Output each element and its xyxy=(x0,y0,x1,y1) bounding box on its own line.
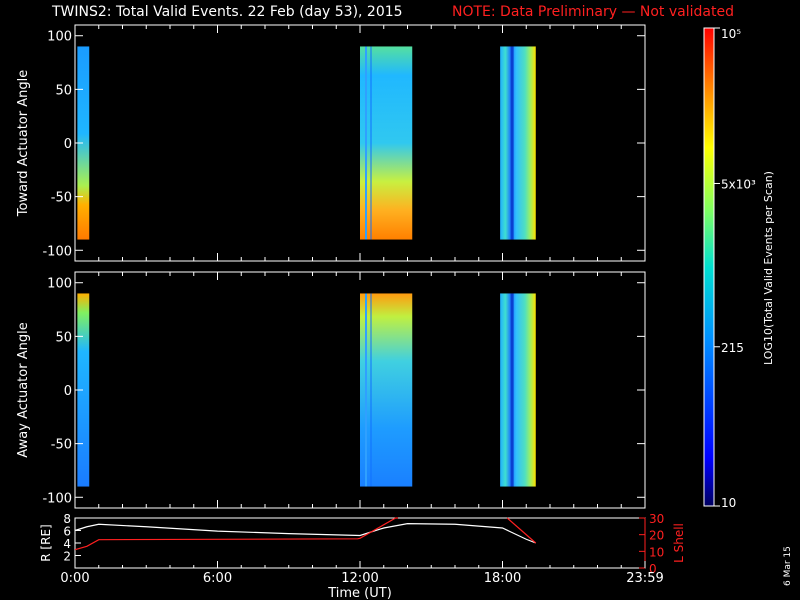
orbit-panel-frame xyxy=(74,517,646,569)
orbit-series-l xyxy=(74,517,398,551)
colorbar-tick-label: 10⁵ xyxy=(721,27,741,41)
x-tick-label: 12:00 xyxy=(341,571,378,586)
colorbar-ticks: 10 215 5x10³ 10⁵ xyxy=(714,27,756,510)
orbit-right-label: L Shell xyxy=(672,523,686,563)
right-tick-label: 20 xyxy=(649,529,664,543)
toward-ylabel: Toward Actuator Angle xyxy=(16,70,31,217)
left-tick-label: 6 xyxy=(63,525,71,539)
x-tick-label: 0:00 xyxy=(60,571,89,586)
orbit-x-axis: 0:00 6:00 12:00 18:00 23:59 xyxy=(60,561,664,586)
left-tick-label: 2 xyxy=(63,550,71,564)
right-tick-label: 0 xyxy=(649,562,657,576)
y-tick-label: 0 xyxy=(64,384,72,399)
colorbar: 10 215 5x10³ 10⁵ LOG10(Total Valid Events p… xyxy=(703,27,775,510)
toward-heatmap xyxy=(77,46,536,240)
y-tick-label: 100 xyxy=(47,30,72,45)
away-ylabel: Away Actuator Angle xyxy=(16,322,31,457)
away-heatmap xyxy=(77,293,536,487)
y-tick-label: -100 xyxy=(42,491,72,506)
preliminary-note: NOTE: Data Preliminary — Not validated xyxy=(452,4,734,20)
toward-y-axis: -100 -50 0 50 100 xyxy=(42,25,646,261)
left-tick-label: 4 xyxy=(63,537,71,551)
orbit-series-l2 xyxy=(506,517,537,544)
colorbar-gradient xyxy=(703,27,715,507)
scan-block-3 xyxy=(500,46,536,240)
right-tick-label: 10 xyxy=(649,545,664,559)
orbit-series-r xyxy=(74,523,536,544)
y-tick-label: 0 xyxy=(64,137,72,152)
orbit-left-label: R [RE] xyxy=(39,524,53,561)
date-stamp: 6 Mar 15 xyxy=(783,546,793,586)
x-tick-label: 18:00 xyxy=(484,571,521,586)
scan-block-3 xyxy=(500,293,536,487)
scan-block-2 xyxy=(360,46,413,240)
right-tick-label: 30 xyxy=(649,512,664,526)
y-tick-label: -50 xyxy=(51,191,72,206)
x-tick-label: 6:00 xyxy=(203,571,232,586)
title-line: TWINS2: Total Valid Events. 22 Feb (day … xyxy=(0,4,800,24)
away-panel: -100 -50 0 50 100 Away Actuator Angle xyxy=(16,271,646,509)
x-tick-label: 23:59 xyxy=(626,571,663,586)
colorbar-tick-label: 5x10³ xyxy=(721,177,756,191)
left-tick-label: 8 xyxy=(63,512,71,526)
colorbar-tick-label: 10 xyxy=(721,496,736,510)
x-axis-label: Time (UT) xyxy=(327,586,392,600)
away-y-axis: -100 -50 0 50 100 xyxy=(42,272,646,508)
orbit-lines xyxy=(74,517,537,551)
scan-block-1 xyxy=(77,46,90,240)
y-tick-label: 50 xyxy=(55,83,72,98)
y-tick-label: 50 xyxy=(55,330,72,345)
chart-title: TWINS2: Total Valid Events. 22 Feb (day … xyxy=(52,4,403,20)
scan-block-1 xyxy=(77,293,90,487)
colorbar-label: LOG10(Total Valid Events per Scan) xyxy=(762,171,775,365)
y-tick-label: -50 xyxy=(51,438,72,453)
orbit-right-axis: 0 10 20 30 xyxy=(639,512,664,576)
y-tick-label: 100 xyxy=(47,277,72,292)
colorbar-tick-label: 215 xyxy=(721,341,744,355)
toward-panel: -100 -50 0 50 100 Toward Actuator Angle xyxy=(16,24,646,262)
y-tick-label: -100 xyxy=(42,244,72,259)
scan-block-2 xyxy=(360,293,413,487)
